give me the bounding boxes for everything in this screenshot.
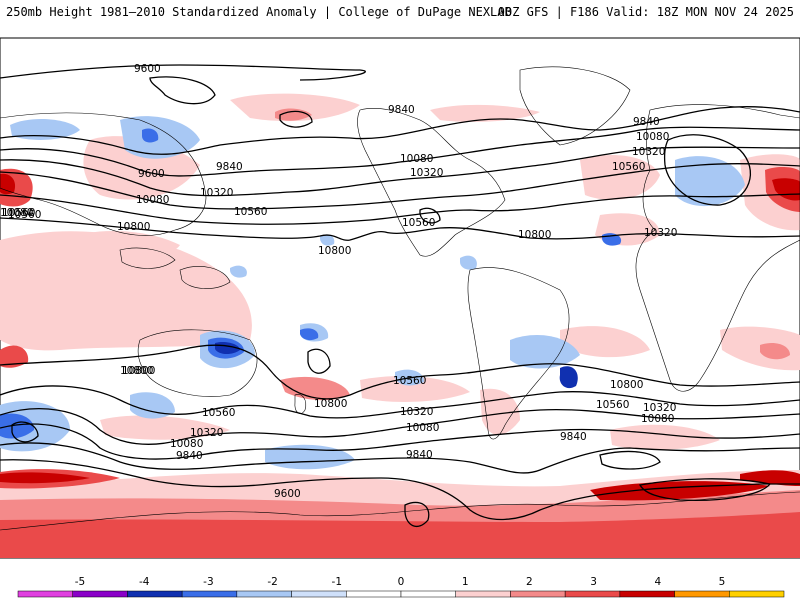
contour-label: 10560: [8, 209, 41, 221]
colorbar-tick-label: 1: [462, 576, 469, 588]
colorbar-segment: [181, 590, 238, 598]
contour-label: 10560: [202, 407, 235, 419]
colorbar-segment: [236, 590, 292, 598]
colorbar-segment: [400, 590, 456, 598]
contour-label: 10800: [120, 365, 153, 377]
contour-label: 10080: [400, 153, 433, 165]
anomaly-shading: [0, 93, 800, 558]
colorbar: -5 -4 -3 -2 -1 0 1 2 3 4 5: [17, 576, 785, 598]
contour-label: 10800: [518, 229, 551, 241]
contour-label-group: 9600 9840 9840 10080 10320 10560 9600 10…: [0, 63, 677, 500]
contour-label: 10320: [200, 187, 233, 199]
colorbar-tick-label: 5: [719, 576, 726, 588]
contour-label: 10080: [641, 413, 674, 425]
contour-label: 10320: [643, 402, 676, 414]
contour-label: 10800: [314, 398, 347, 410]
contour-label: 10080: [136, 194, 169, 206]
colorbar-tick-label: -2: [267, 576, 277, 588]
colorbar-tick-label: -4: [139, 576, 150, 588]
contour-label: 9600: [134, 63, 161, 75]
colorbar-tick-label: -5: [75, 576, 85, 588]
contour-label: 10560: [612, 161, 645, 173]
colorbar-segment: [564, 590, 621, 598]
contour-label: 9840: [633, 116, 660, 128]
contour-label: 10320: [400, 406, 433, 418]
contour-label: 10800: [610, 379, 643, 391]
colorbar-tick-label: -3: [203, 576, 213, 588]
colorbar-segment: [455, 590, 511, 598]
contour-label: 10560: [596, 399, 629, 411]
colorbar-segment: [72, 590, 128, 598]
colorbar-segment: [674, 590, 730, 598]
colorbar-segment: [510, 590, 566, 598]
contour-label: 9840: [388, 104, 415, 116]
contour-label: 10080: [406, 422, 439, 434]
contour-label: 9600: [138, 168, 165, 180]
contour-label: 10560: [393, 375, 426, 387]
colorbar-tick-label: 2: [526, 576, 533, 588]
contour-label: 10560: [234, 206, 267, 218]
colorbar-tick-label: 4: [654, 576, 661, 588]
contour-label: 10320: [644, 227, 677, 239]
contour-label: 10320: [190, 427, 223, 439]
contour-label: 9840: [406, 449, 433, 461]
contour-label: 10560: [402, 217, 435, 229]
colorbar-segment: [729, 590, 785, 598]
contour-label: 10800: [318, 245, 351, 257]
map-title: 250mb Height 1981–2010 Standardized Anom…: [6, 5, 512, 19]
colorbar-segment: [17, 590, 73, 598]
colorbar-segment: [127, 590, 183, 598]
contour-label: 10080: [170, 438, 203, 450]
contour-label: 10560: [2, 207, 35, 219]
run-info: 00Z GFS | F186 Valid: 18Z MON NOV 24 202…: [497, 5, 794, 19]
contour-label: 9600: [274, 488, 301, 500]
contour-label: 10080: [636, 131, 669, 143]
colorbar-segment: [291, 590, 347, 598]
colorbar-segment: [619, 590, 675, 598]
colorbar-tick-label: -1: [332, 576, 342, 588]
contour-label: 9840: [216, 161, 243, 173]
contour-label: 10800: [122, 365, 155, 377]
colorbar-segment: [346, 590, 402, 598]
contour-label: 10320: [410, 167, 443, 179]
contour-label: 10080: [0, 207, 33, 219]
contour-label: 9840: [560, 431, 587, 443]
height-contours: [0, 64, 800, 528]
contour-label: 10800: [117, 221, 150, 233]
coastlines: [0, 66, 800, 531]
colorbar-tick-label: 3: [590, 576, 597, 588]
contour-label: 10320: [632, 146, 665, 158]
contour-label: 9840: [176, 450, 203, 462]
colorbar-tick-label: 0: [398, 576, 405, 588]
